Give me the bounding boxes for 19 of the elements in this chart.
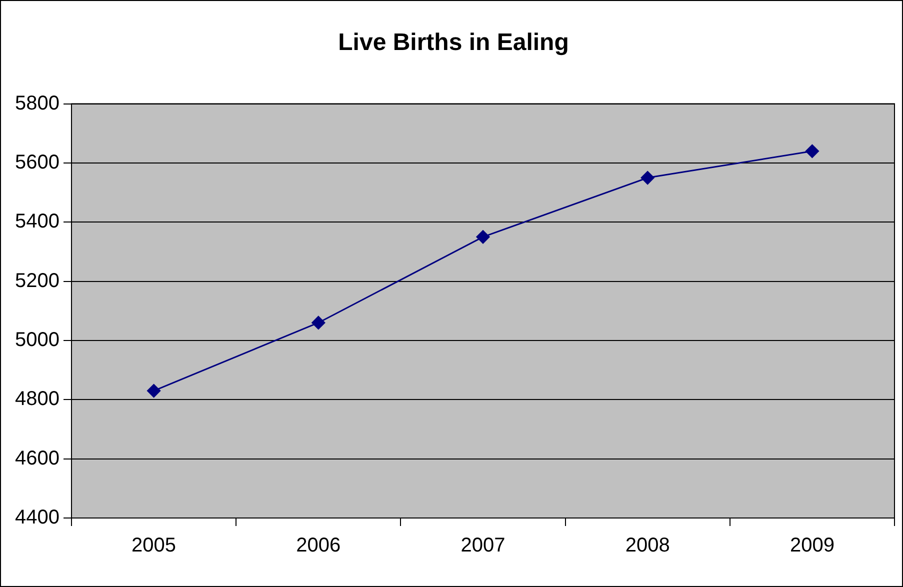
y-tick-label: 5600 (14, 151, 60, 174)
point (476, 230, 490, 244)
chart-title: Live Births in Ealing (338, 29, 569, 56)
point (805, 144, 819, 158)
x-tick-label: 2006 (296, 534, 341, 557)
y-tick-label: 4600 (14, 447, 60, 470)
x-tick-label: 2009 (790, 534, 834, 557)
point (147, 384, 161, 398)
y-tick-label: 5400 (14, 210, 60, 233)
y-tick-label: 4400 (14, 506, 60, 529)
y-tick-label: 5000 (14, 329, 60, 351)
y-tick-label: 5800 (14, 92, 60, 114)
y-tick-label: 4800 (14, 388, 60, 410)
y-tick-label: 5200 (14, 270, 60, 292)
x-tick-label: 2005 (132, 534, 176, 557)
x-tick-label: 2007 (460, 534, 506, 557)
point (312, 316, 326, 330)
point (640, 171, 654, 185)
x-tick-label: 2008 (625, 534, 670, 557)
